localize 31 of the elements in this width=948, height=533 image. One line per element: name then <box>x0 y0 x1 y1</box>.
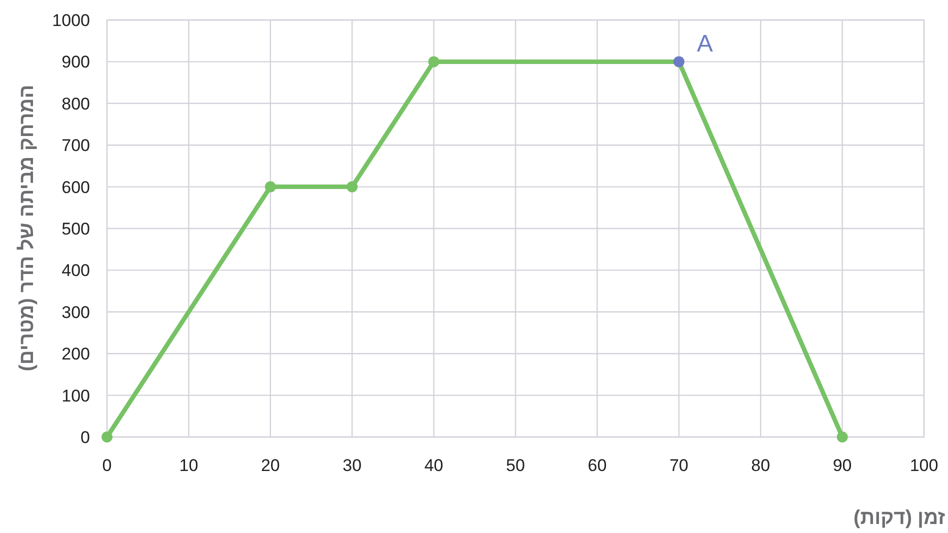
x-tick-label: 90 <box>832 456 852 475</box>
y-tick-label: 600 <box>62 178 90 197</box>
x-tick-label: 20 <box>260 456 280 475</box>
x-axis-title: זמן (דקות) <box>854 507 946 529</box>
y-tick-label: 100 <box>62 386 90 406</box>
y-tick-label: 400 <box>62 261 90 280</box>
x-tick-label: 10 <box>179 456 198 475</box>
x-tick-label: 70 <box>669 456 688 475</box>
point <box>836 432 848 442</box>
point <box>102 432 112 442</box>
y-tick-label: 300 <box>62 302 90 322</box>
x-tick-label: 30 <box>342 456 362 475</box>
x-tick-label: 100 <box>910 456 938 475</box>
point <box>346 181 358 192</box>
point <box>428 56 440 68</box>
x-tick-label: 60 <box>588 456 607 475</box>
point <box>673 56 684 68</box>
x-tick-label: 40 <box>424 456 444 475</box>
y-tick-label: 0 <box>80 428 90 447</box>
x-tick-label: 50 <box>506 456 525 475</box>
point <box>264 181 276 192</box>
y-axis-title: המרחק מביתה של הדר (מטרים) <box>16 84 38 372</box>
y-tick-label: 500 <box>62 220 90 238</box>
x-tick-label: 0 <box>102 456 112 475</box>
y-tick-label: 900 <box>62 52 90 72</box>
y-tick-label: 200 <box>62 344 90 364</box>
y-tick-label: 700 <box>62 136 90 156</box>
annotation: A <box>696 30 713 58</box>
y-tick-label: 800 <box>62 94 90 114</box>
x-tick-label: 80 <box>751 456 770 475</box>
y-tick-label: 1000 <box>52 11 90 30</box>
